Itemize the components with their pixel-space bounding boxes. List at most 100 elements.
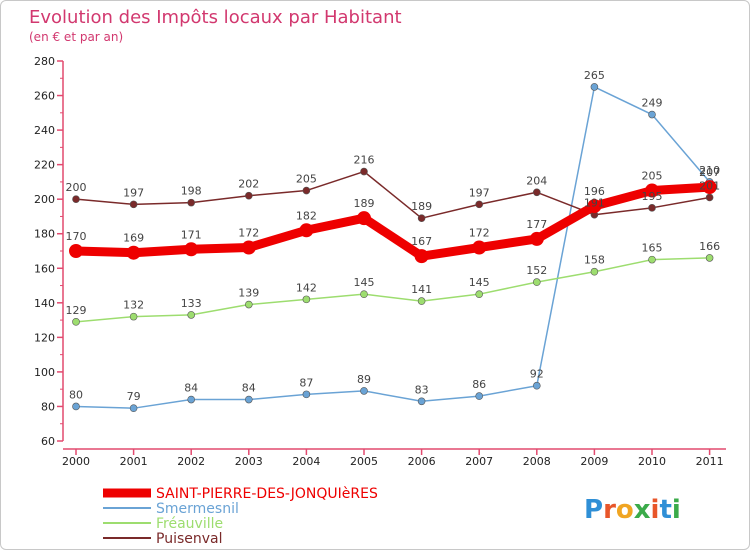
data-label: 152: [526, 264, 547, 277]
y-tick-label: 280: [34, 55, 55, 68]
series-line: [71, 182, 715, 261]
series-lines: [69, 83, 717, 412]
data-label: 145: [469, 276, 490, 289]
data-label: 172: [238, 227, 259, 240]
legend-label-smermesnil: Smermesnil: [156, 501, 239, 517]
y-tick-label: 100: [34, 366, 55, 379]
data-point: [532, 278, 541, 286]
series-line: [75, 86, 711, 409]
y-tick-label: 140: [34, 297, 55, 310]
data-label: 200: [66, 181, 87, 194]
data-label: 197: [123, 186, 144, 199]
data-label: 83: [415, 383, 429, 396]
data-label: 195: [642, 190, 663, 203]
data-label: 210: [699, 164, 720, 177]
data-label: 129: [66, 304, 87, 317]
data-point: [184, 242, 199, 257]
data-label: 84: [242, 382, 256, 395]
data-label: 133: [181, 297, 202, 310]
data-label: 132: [123, 299, 144, 312]
data-point: [69, 244, 83, 258]
data-label: 202: [238, 178, 259, 191]
x-tick-label: 2008: [523, 455, 551, 468]
data-label: 167: [411, 235, 432, 248]
data-point: [72, 402, 80, 411]
data-point: [241, 240, 256, 255]
data-point: [472, 240, 487, 255]
y-tick-label: 220: [34, 159, 55, 172]
data-point: [302, 295, 311, 304]
data-label: 141: [411, 283, 432, 296]
data-point: [245, 300, 253, 309]
data-point: [360, 387, 368, 395]
data-point: [129, 312, 138, 321]
data-label: 172: [469, 227, 490, 240]
data-point: [702, 180, 717, 195]
data-point: [475, 200, 484, 209]
data-label: 169: [123, 232, 144, 245]
data-label: 249: [642, 97, 663, 110]
data-label: 166: [699, 240, 720, 253]
data-label: 86: [472, 378, 486, 391]
data-point: [187, 198, 195, 207]
data-label: 182: [296, 209, 317, 222]
data-point: [72, 318, 80, 326]
data-point: [360, 167, 368, 176]
data-label: 80: [69, 388, 83, 401]
chart-title: Evolution des Impôts locaux par Habitant: [29, 7, 402, 28]
data-point: [299, 223, 314, 238]
data-label: 84: [184, 382, 198, 395]
data-point: [126, 245, 141, 260]
data-label: 204: [526, 174, 547, 187]
legend-label-puisenval: Puisenval: [156, 531, 223, 547]
data-label: 216: [354, 154, 375, 167]
data-label: 196: [584, 185, 605, 198]
data-label: 79: [127, 390, 141, 403]
data-label: 265: [584, 69, 605, 82]
data-point: [129, 404, 138, 412]
data-point: [417, 297, 426, 305]
x-tick-label: 2006: [408, 455, 436, 468]
data-point: [645, 183, 659, 198]
data-point: [245, 191, 253, 200]
data-label: 189: [354, 197, 375, 210]
series-line: [75, 257, 711, 323]
data-point: [529, 231, 544, 246]
chart-subtitle: (en € et par an): [29, 30, 123, 44]
data-label: 87: [299, 376, 313, 389]
series-fr-auville: [72, 254, 714, 326]
data-point: [587, 199, 602, 214]
axes: 60 80 100 120 140 160 180 200 220 240 260 280 2000 20…: [34, 55, 726, 468]
data-point: [532, 188, 541, 197]
data-point: [705, 254, 714, 262]
data-point: [360, 290, 368, 298]
data-label: 189: [411, 200, 432, 213]
series-saint-pierre-des-jonqui-res: [69, 180, 717, 264]
data-label: 170: [66, 230, 87, 243]
data-point: [590, 83, 599, 91]
data-point: [72, 195, 80, 203]
series-puisenval: [72, 167, 714, 222]
data-label: 205: [296, 173, 317, 186]
y-tick-label: 180: [34, 228, 55, 241]
y-tick-label: 240: [34, 124, 55, 137]
series-line: [75, 170, 711, 219]
data-label: 142: [296, 281, 317, 294]
x-tick-label: 2007: [465, 455, 493, 468]
x-tick-label: 2011: [696, 455, 724, 468]
data-point: [475, 290, 484, 298]
y-tick-label: 60: [41, 435, 55, 448]
data-point: [302, 390, 311, 399]
data-label: 197: [469, 186, 490, 199]
legend-label-fr-auville: Fréauville: [156, 516, 223, 532]
data-label: 191: [584, 197, 605, 210]
data-point: [417, 397, 426, 406]
x-tick-label: 2010: [638, 455, 666, 468]
logo-text: Proxiti: [584, 495, 681, 525]
data-label: 207: [699, 166, 720, 179]
data-label: 165: [642, 242, 663, 255]
data-label: 158: [584, 254, 605, 267]
x-tick-label: 2000: [62, 455, 90, 468]
